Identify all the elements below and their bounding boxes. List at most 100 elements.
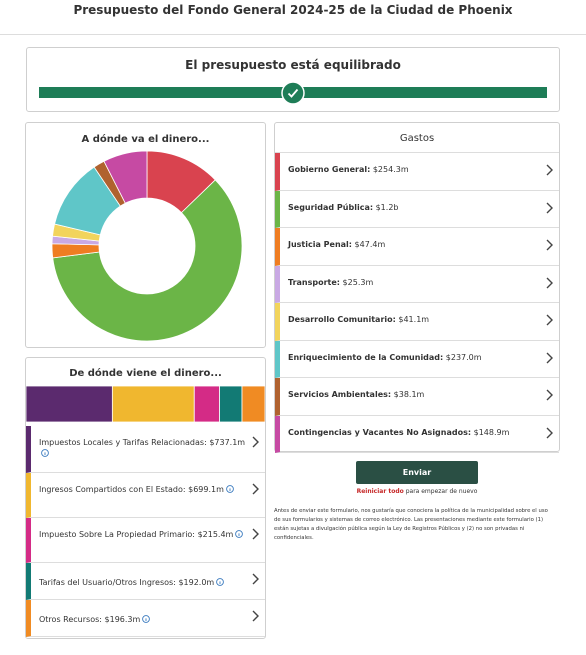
revenue-segment [193,386,220,422]
revenue-row[interactable]: Impuestos Locales y Tarifas Relacionadas… [26,426,265,473]
chevron-icon [546,314,553,326]
info-circle [142,615,151,623]
revenue-row[interactable]: Tarifas del Usuario/Otros Ingresos: $192… [26,563,265,600]
expense-name: Transporte: [288,277,340,287]
chevron-icon [252,573,259,585]
chevron-icon [546,164,553,176]
chevron-path [252,610,259,622]
revenue-amount: $192.0m [178,578,215,587]
info-icon [216,578,225,586]
donut-card: A dónde va el dinero... [25,122,266,348]
donut-slice [52,179,243,342]
revenue-segment [26,386,113,422]
info-circle [226,485,234,493]
chevron-icon [546,277,553,288]
reset-link[interactable]: Reiniciar todo [356,488,404,495]
chevron-path [546,239,553,251]
expense-amount: $254.3m [372,165,409,174]
expense-row[interactable]: Contingencias y Vacantes No Asignados: $… [275,415,559,453]
expense-row[interactable]: Justicia Penal: $47.4m [275,228,559,266]
divider [0,34,586,35]
divider [275,152,559,153]
expense-name: Enriquecimiento de la Comunidad: [288,352,444,362]
chevron-icon [252,610,259,622]
status-card: El presupuesto está equilibrado [26,47,560,112]
info-circle [235,530,244,538]
revenue-bar [26,386,265,422]
chevron-path [546,389,553,401]
revenue-amount: $699.1m [188,485,224,494]
chevron-path [546,277,553,288]
expense-name: Desarrollo Comunitario: [288,315,396,324]
expense-name: Gobierno General: [288,165,371,174]
expense-row[interactable]: Seguridad Pública: $1.2b [275,190,559,228]
revenue-segment [111,386,195,422]
revenue-row[interactable]: Impuesto Sobre La Propiedad Primario: $2… [26,518,265,563]
chevron-path [546,202,553,213]
expense-name: Servicios Ambientales: [288,390,392,399]
chevron-path [546,314,553,326]
submit-button[interactable]: Enviar [356,461,478,484]
chevron-icon [546,389,553,401]
revenue-name: Impuestos Locales y Tarifas Relacionadas… [39,438,207,447]
revenue-name: Impuesto Sobre La Propiedad Primario: [39,530,196,539]
chevron-icon [252,483,259,495]
revenue-amount: $196.3m [104,615,141,624]
expense-amount: $25.3m [342,277,374,287]
info-icon [41,449,49,457]
chevron-path [546,164,553,176]
revenue-name: Tarifas del Usuario/Otros Ingresos: [39,578,176,587]
reset-text: para empezar de nuevo [405,488,478,495]
revenue-row[interactable]: Otros Recursos: $196.3m [26,600,265,637]
page-title: Presupuesto del Fondo General 2024-25 de… [73,3,513,17]
expenses-title: Gastos [399,133,435,144]
expense-row[interactable]: Servicios Ambientales: $38.1m [275,378,559,416]
info-icon [226,485,234,493]
expenses-card: Gastos Gobierno General: $254.3m Segurida… [274,122,560,453]
status-text: El presupuesto está equilibrado [185,58,401,72]
chevron-path [252,483,259,495]
revenue-row[interactable]: Ingresos Compartidos con El Estado: $699… [26,473,265,518]
info-circle [216,578,225,586]
expense-amount: $41.1m [398,315,430,324]
donut-slice [103,150,148,204]
expense-row[interactable]: Enriquecimiento de la Comunidad: $237.0m [275,340,559,378]
revenue-name: Otros Recursos: [39,615,102,624]
chevron-path [252,436,259,448]
expense-name: Justicia Penal: [288,240,352,249]
chevron-path [546,427,553,438]
revenue-segment [219,386,243,422]
chevron-path [252,573,259,585]
expense-name: Seguridad Pública: [288,202,374,212]
expense-amount: $148.9m [473,427,510,437]
chevron-icon [546,239,553,251]
donut-title: A dónde va el dinero... [81,134,210,145]
chevron-icon [252,436,259,448]
expense-amount: $1.2b [375,202,399,212]
expense-row[interactable]: Gobierno General: $254.3m [275,153,559,191]
info-circle [41,449,49,457]
chevron-icon [546,202,553,213]
revenue-amount: $737.1m [209,438,246,447]
disclaimer: Antes de enviar este formulario, nos gus… [274,508,548,541]
check-icon [281,81,305,105]
reset-line: Reiniciar todo para empezar de nuevo [274,488,560,495]
revenue-segment [241,386,265,422]
expense-row[interactable]: Transporte: $25.3m [275,265,559,303]
revenue-name: Ingresos Compartidos con El Estado: [39,485,186,494]
expense-amount: $38.1m [393,390,425,399]
info-icon [142,615,151,623]
chevron-icon [546,352,553,363]
info-icon [235,530,244,538]
expense-amount: $47.4m [354,240,386,249]
chevron-icon [546,427,553,438]
chevron-path [546,352,553,363]
chevron-icon [252,528,259,540]
expense-name: Contingencias y Vacantes No Asignados: [288,427,472,437]
donut-chart [51,150,243,342]
expense-amount: $237.0m [445,352,482,362]
revenue-title: De dónde viene el dinero... [69,368,222,379]
expense-row[interactable]: Desarrollo Comunitario: $41.1m [275,303,559,341]
chevron-path [252,528,259,540]
